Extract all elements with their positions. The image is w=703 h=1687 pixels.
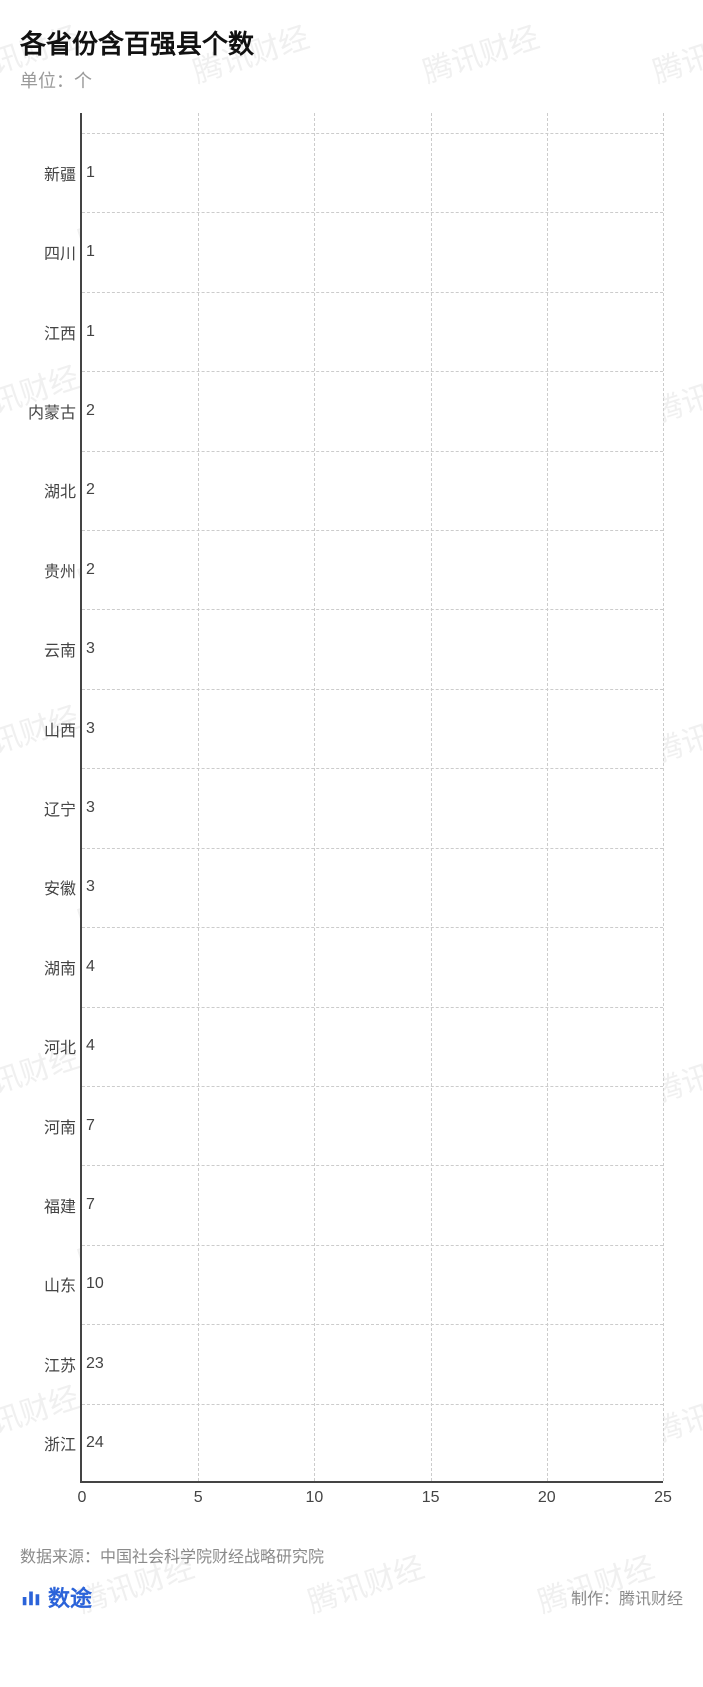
gridline-horizontal xyxy=(82,292,663,293)
y-tick-label: 河南 xyxy=(44,1114,82,1138)
gridline-horizontal xyxy=(82,609,663,610)
gridline-vertical xyxy=(547,113,548,1481)
y-tick-label: 山东 xyxy=(44,1272,82,1296)
bar-value-label: 3 xyxy=(86,720,95,738)
gridline-horizontal xyxy=(82,927,663,928)
gridline-horizontal xyxy=(82,689,663,690)
gridline-vertical xyxy=(663,113,664,1481)
bar-value-label: 3 xyxy=(86,878,95,896)
gridline-vertical xyxy=(198,113,199,1481)
y-tick-label: 浙江 xyxy=(44,1431,82,1455)
bar-value-label: 7 xyxy=(86,1117,95,1135)
gridline-horizontal xyxy=(82,1324,663,1325)
y-tick-label: 湖南 xyxy=(44,955,82,979)
gridline-horizontal xyxy=(82,1404,663,1405)
gridline-horizontal xyxy=(82,1007,663,1008)
bar-value-label: 1 xyxy=(86,164,95,182)
bar-value-label: 1 xyxy=(86,323,95,341)
gridline-horizontal xyxy=(82,530,663,531)
chart-subtitle: 单位：个 xyxy=(20,67,683,93)
gridline-vertical xyxy=(431,113,432,1481)
y-tick-label: 辽宁 xyxy=(44,796,82,820)
x-tick-label: 20 xyxy=(538,1481,556,1507)
x-tick-label: 0 xyxy=(78,1481,87,1507)
gridline-horizontal xyxy=(82,371,663,372)
bar-value-label: 7 xyxy=(86,1196,95,1214)
y-tick-label: 贵州 xyxy=(44,558,82,582)
gridline-horizontal xyxy=(82,1245,663,1246)
gridline-horizontal xyxy=(82,1086,663,1087)
brand-label: 数途 xyxy=(48,1581,92,1613)
y-tick-label: 江苏 xyxy=(44,1352,82,1376)
chart-title: 各省份含百强县个数 xyxy=(20,24,683,61)
chart-plot: 0510152025新疆1四川1江西1内蒙古2湖北2贵州2云南3山西3辽宁3安徽… xyxy=(80,113,663,1483)
y-tick-label: 新疆 xyxy=(44,161,82,185)
footer-maker: 制作：腾讯财经 xyxy=(571,1585,683,1609)
y-tick-label: 江西 xyxy=(44,320,82,344)
bar-value-label: 4 xyxy=(86,1037,95,1055)
bar-value-label: 4 xyxy=(86,958,95,976)
y-tick-label: 福建 xyxy=(44,1193,82,1217)
x-tick-label: 25 xyxy=(654,1481,672,1507)
gridline-horizontal xyxy=(82,848,663,849)
gridline-vertical xyxy=(314,113,315,1481)
footer-brand: 数途 xyxy=(20,1581,92,1613)
bar-value-label: 2 xyxy=(86,402,95,420)
bar-value-label: 2 xyxy=(86,481,95,499)
bar-value-label: 23 xyxy=(86,1355,104,1373)
y-tick-label: 山西 xyxy=(44,717,82,741)
gridline-horizontal xyxy=(82,451,663,452)
gridline-horizontal xyxy=(82,1165,663,1166)
x-tick-label: 15 xyxy=(422,1481,440,1507)
gridline-horizontal xyxy=(82,212,663,213)
y-tick-label: 安徽 xyxy=(44,875,82,899)
chart-source: 数据来源：中国社会科学院财经战略研究院 xyxy=(20,1543,683,1567)
bar-value-label: 3 xyxy=(86,640,95,658)
gridline-horizontal xyxy=(82,768,663,769)
chart-area: 0510152025新疆1四川1江西1内蒙古2湖北2贵州2云南3山西3辽宁3安徽… xyxy=(20,113,683,1483)
y-tick-label: 湖北 xyxy=(44,478,82,502)
bar-value-label: 1 xyxy=(86,243,95,261)
x-tick-label: 10 xyxy=(305,1481,323,1507)
bar-value-label: 24 xyxy=(86,1434,104,1452)
y-tick-label: 河北 xyxy=(44,1034,82,1058)
x-tick-label: 5 xyxy=(194,1481,203,1507)
bar-value-label: 3 xyxy=(86,799,95,817)
y-tick-label: 四川 xyxy=(44,240,82,264)
bar-value-label: 10 xyxy=(86,1275,104,1293)
bar-chart-icon xyxy=(20,1586,42,1608)
y-tick-label: 内蒙古 xyxy=(28,399,82,423)
y-tick-label: 云南 xyxy=(44,637,82,661)
gridline-horizontal xyxy=(82,133,663,134)
bar-value-label: 2 xyxy=(86,561,95,579)
